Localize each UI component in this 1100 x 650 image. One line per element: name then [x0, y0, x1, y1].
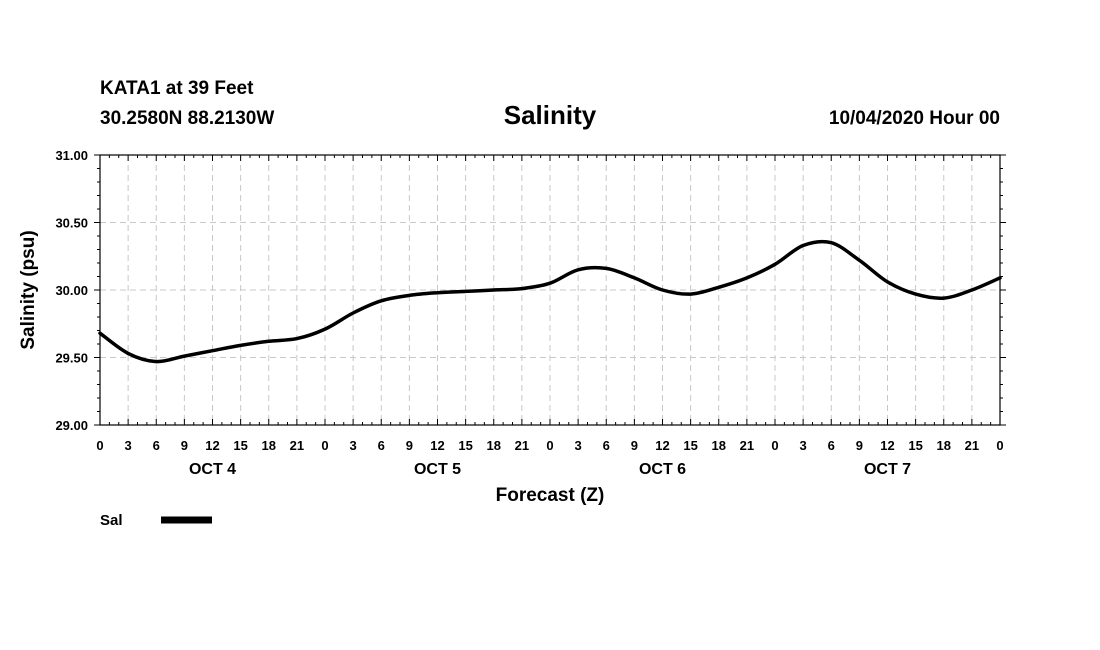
x-tick-label: 15	[458, 438, 472, 453]
day-label: OCT 5	[414, 461, 461, 478]
x-tick-label: 9	[406, 438, 413, 453]
x-tick-label: 0	[546, 438, 553, 453]
chart-title: Salinity	[504, 100, 597, 130]
x-tick-label: 3	[125, 438, 132, 453]
x-tick-label: 12	[205, 438, 219, 453]
datetime-label: 10/04/2020 Hour 00	[829, 108, 1000, 129]
x-tick-label: 18	[487, 438, 501, 453]
legend-label: Sal	[100, 512, 123, 529]
day-label: OCT 7	[864, 461, 911, 478]
x-tick-label: 21	[515, 438, 529, 453]
x-tick-label: 6	[378, 438, 385, 453]
x-tick-label: 12	[430, 438, 444, 453]
salinity-series-line	[98, 239, 1002, 364]
x-tick-label: 12	[880, 438, 894, 453]
y-tick-label: 29.50	[55, 351, 88, 366]
x-tick-label: 3	[800, 438, 807, 453]
x-axis-tick-labels: 0 3 6 9 12 15 18 21 0 3 6 9 12 15 18 21 0 3 6 9 12 15 18 21 0 3 6 9…	[96, 438, 1003, 453]
y-tick-label: 31.00	[55, 148, 88, 163]
day-label: OCT 6	[639, 461, 686, 478]
y-axis-tick-labels: 29.00 29.50 30.00 30.50 31.00	[55, 148, 88, 433]
x-tick-label: 9	[856, 438, 863, 453]
x-tick-label: 0	[321, 438, 328, 453]
x-tick-label: 0	[96, 438, 103, 453]
x-tick-label: 6	[828, 438, 835, 453]
plot-frame	[99, 154, 1001, 426]
y-tick-label: 30.00	[55, 283, 88, 298]
x-tick-label: 6	[603, 438, 610, 453]
x-tick-label: 6	[153, 438, 160, 453]
y-tick-label: 29.00	[55, 418, 88, 433]
location-label: 30.2580N 88.2130W	[100, 108, 274, 129]
grid	[100, 155, 1000, 425]
x-tick-label: 18	[262, 438, 276, 453]
x-tick-label: 3	[575, 438, 582, 453]
x-tick-label: 21	[740, 438, 754, 453]
x-tick-label: 21	[965, 438, 979, 453]
station-label: KATA1 at 39 Feet	[100, 78, 254, 99]
x-tick-label: 18	[937, 438, 951, 453]
x-tick-label: 15	[683, 438, 697, 453]
x-tick-label: 9	[631, 438, 638, 453]
day-label: OCT 4	[189, 461, 236, 478]
x-axis-label: Forecast (Z)	[496, 485, 605, 506]
x-tick-label: 21	[290, 438, 304, 453]
x-tick-label: 15	[908, 438, 922, 453]
y-axis-label: Salinity (psu)	[18, 230, 39, 349]
x-tick-label: 0	[771, 438, 778, 453]
x-tick-label: 12	[655, 438, 669, 453]
x-tick-label: 3	[350, 438, 357, 453]
x-tick-label: 18	[712, 438, 726, 453]
x-tick-label: 15	[233, 438, 247, 453]
x-tick-label: 0	[996, 438, 1003, 453]
day-labels: OCT 4 OCT 5 OCT 6 OCT 7	[189, 461, 911, 478]
y-tick-label: 30.50	[55, 216, 88, 231]
x-tick-label: 9	[181, 438, 188, 453]
